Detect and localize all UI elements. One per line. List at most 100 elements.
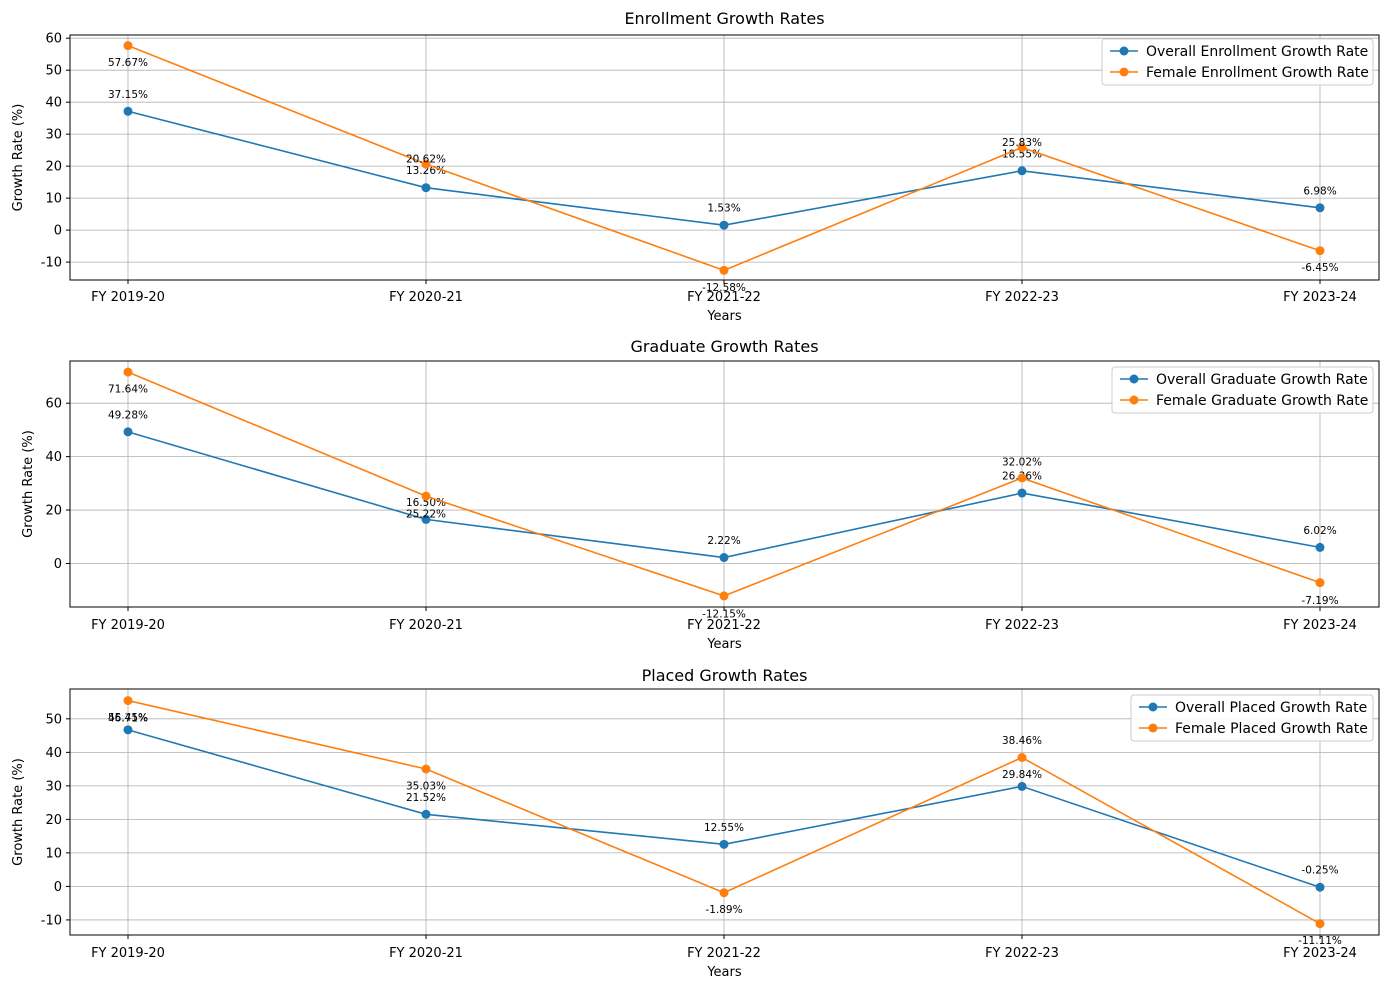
data-label: 35.03% [406, 781, 446, 793]
legend-marker [1119, 67, 1129, 77]
data-point [1315, 882, 1325, 892]
legend: Overall Graduate Growth Rate Female Gradu… [1111, 366, 1374, 414]
data-point [421, 514, 431, 524]
series-overall: 49.28%16.50%2.22%26.36%6.02% [108, 409, 1337, 563]
chart-title: Graduate Growth Rates [630, 337, 818, 356]
legend-entry: Overall Enrollment Growth Rate [1146, 44, 1368, 60]
x-tick-label: FY 2022-23 [985, 618, 1059, 633]
data-point [719, 591, 729, 601]
legend: Overall Placed Growth Rate Female Placed … [1130, 694, 1374, 742]
data-point [123, 367, 133, 377]
y-tick-label: 30 [45, 128, 62, 143]
series-female: 71.64% 25.22% -12.15% 32.02% -7.19% [108, 367, 1339, 620]
legend-box [1101, 38, 1374, 86]
data-label: -7.19% [1301, 595, 1338, 607]
data-label: 46.71% [108, 712, 148, 724]
data-point [1017, 488, 1027, 498]
data-label: 1.53% [707, 203, 740, 215]
x-tick-label: FY 2023-24 [1283, 290, 1357, 305]
y-tick-label: -10 [41, 256, 62, 271]
y-tick-label: 0 [54, 557, 62, 572]
data-point [421, 491, 431, 501]
x-tick-label: FY 2022-23 [985, 290, 1059, 305]
series-female: 57.67% 20.62% -12.58% 25.83% -6.45% [108, 41, 1339, 294]
data-point [1017, 753, 1027, 763]
data-point [719, 553, 729, 563]
y-tick-label: 20 [45, 813, 62, 828]
x-axis-label: Years [706, 309, 742, 324]
series-female: 55.45% 35.03% -1.89% 38.46% -11.11% [108, 696, 1342, 947]
y-tick-label: 40 [45, 450, 62, 465]
legend-marker [1148, 702, 1158, 712]
data-label: 57.67% [108, 57, 148, 69]
legend-entry: Overall Graduate Growth Rate [1156, 372, 1368, 388]
data-label: 71.64% [108, 384, 148, 396]
data-point [1315, 542, 1325, 552]
data-label: 25.83% [1002, 137, 1042, 149]
data-label: 25.22% [406, 509, 446, 521]
y-tick-label: 20 [45, 160, 62, 175]
legend-marker [1129, 374, 1139, 384]
data-label: 38.46% [1002, 735, 1042, 747]
data-point [123, 427, 133, 437]
series-overall: 46.71% 21.52% 12.55% 29.84% -0.25% [108, 712, 1339, 892]
data-point [719, 265, 729, 275]
data-label: -6.45% [1301, 262, 1338, 274]
y-tick-label: 60 [45, 397, 62, 412]
legend: Overall Enrollment Growth Rate Female Enr… [1101, 38, 1374, 86]
data-label: -11.11% [1298, 935, 1342, 947]
panel-3: -10 0 10 20 30 40 50 FY 2019-20 FY 2020-21 FY 202… [11, 666, 1380, 980]
data-label: 37.15% [108, 89, 148, 101]
y-axis-label: Growth Rate (%) [21, 430, 36, 538]
legend-marker [1119, 46, 1129, 56]
data-point [421, 809, 431, 819]
data-label: 29.84% [1002, 769, 1042, 781]
x-tick-label: FY 2021-22 [687, 618, 761, 633]
legend-entry: Female Enrollment Growth Rate [1146, 65, 1369, 81]
data-point [421, 764, 431, 774]
data-point [1315, 246, 1325, 256]
data-label: 6.02% [1303, 525, 1336, 537]
x-tick-label: FY 2020-21 [389, 290, 463, 305]
series-overall: 37.15%13.26%1.53%18.55%6.98% [108, 89, 1337, 230]
data-label: 21.52% [406, 792, 446, 804]
data-point [123, 696, 133, 706]
data-label: 55.45% [108, 712, 148, 724]
data-point [421, 159, 431, 169]
legend-marker [1148, 723, 1158, 733]
legend-entry: Female Placed Growth Rate [1175, 721, 1368, 737]
data-point [719, 220, 729, 230]
x-tick-label: FY 2019-20 [91, 946, 165, 961]
panel-2: 0 20 40 60 FY 2019-20 FY 2020-21 FY 2021-22 FY … [21, 337, 1380, 652]
y-tick-label: -10 [41, 913, 62, 928]
y-tick-label: 50 [45, 712, 62, 727]
x-axis-label: Years [706, 965, 742, 980]
data-label: -12.15% [702, 608, 746, 620]
data-point [421, 183, 431, 193]
x-tick-label: FY 2021-22 [687, 290, 761, 305]
data-label: 2.22% [707, 535, 740, 547]
data-point [1017, 781, 1027, 791]
data-point [1017, 142, 1027, 152]
gridlines [70, 35, 1379, 280]
y-tick-label: 10 [45, 846, 62, 861]
data-label: 12.55% [704, 822, 744, 834]
data-label: 32.02% [1002, 456, 1042, 468]
y-tick-label: 30 [45, 779, 62, 794]
x-tick-label: FY 2019-20 [91, 618, 165, 633]
x-tick-label: FY 2023-24 [1283, 946, 1357, 961]
chart-title: Enrollment Growth Rates [624, 9, 824, 28]
data-label: -1.89% [705, 904, 742, 916]
data-point [1017, 473, 1027, 483]
data-point [1315, 578, 1325, 588]
legend-box [1130, 694, 1374, 742]
data-point [719, 839, 729, 849]
data-point [123, 41, 133, 51]
y-tick-label: 40 [45, 96, 62, 111]
x-tick-label: FY 2023-24 [1283, 618, 1357, 633]
legend-marker [1129, 395, 1139, 405]
x-tick-label: FY 2020-21 [389, 618, 463, 633]
y-tick-label: 40 [45, 746, 62, 761]
y-tick-label: 0 [54, 880, 62, 895]
data-point [1017, 166, 1027, 176]
